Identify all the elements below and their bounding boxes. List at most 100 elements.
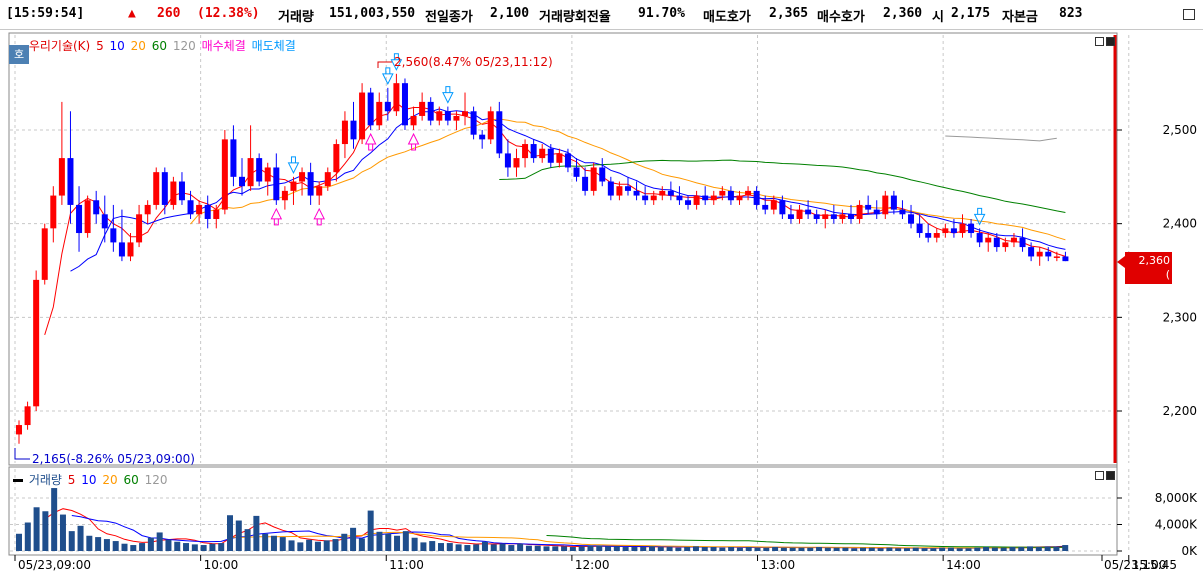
legend-vol-ma5[interactable]: 5 — [67, 473, 76, 487]
candle-body — [307, 172, 314, 196]
volume-bar — [974, 547, 981, 551]
candle-body — [573, 167, 580, 177]
legend-ma120[interactable]: 120 — [172, 39, 196, 53]
volume-bar — [736, 547, 743, 551]
volume-bar — [508, 545, 515, 551]
legend-sell-exec[interactable]: 매도체결 — [251, 39, 296, 53]
candlestick-series — [16, 53, 1069, 444]
candle-body — [908, 214, 915, 224]
volume-bar — [1027, 546, 1034, 551]
candle-body — [522, 144, 529, 159]
volume-bar — [16, 533, 22, 551]
volume-bar — [279, 537, 286, 551]
volume-bar — [657, 547, 664, 551]
restore-window-button[interactable] — [1183, 9, 1195, 20]
volume-bar — [921, 548, 928, 551]
legend-buy-exec[interactable]: 매수체결 — [201, 39, 246, 53]
candle-body — [487, 111, 494, 140]
candle-body — [685, 200, 692, 205]
volume-bar — [833, 547, 840, 551]
candle-body — [230, 139, 237, 177]
price-chart[interactable]: 05/23,09:00 10:00 11:00 12:00 13:00 14:00 15:0… — [0, 30, 1203, 572]
change-value: 260 — [157, 6, 181, 21]
legend-ma5[interactable]: 5 — [96, 39, 104, 53]
candle-body — [281, 190, 288, 201]
open-label: 시 — [932, 10, 944, 25]
legend-vol-ma120[interactable]: 120 — [144, 473, 168, 487]
candle-body — [462, 111, 469, 116]
price-panel-close-button[interactable] — [1106, 37, 1115, 46]
volume-bar — [763, 547, 770, 551]
volume-bar — [183, 543, 190, 551]
volume-bar — [578, 546, 585, 551]
legend-ma20[interactable]: 20 — [130, 39, 146, 53]
volume-bar — [244, 529, 251, 551]
x-tick-label: 10:00 — [204, 558, 239, 572]
candle-body — [419, 101, 426, 116]
y-tick-label: 2,400 — [1163, 217, 1197, 231]
volume-bar — [649, 546, 655, 551]
candle-body — [376, 101, 383, 126]
x-tick-label: 05/23,09:00 — [18, 558, 91, 572]
volume-bar — [253, 515, 260, 551]
candle-body — [127, 242, 134, 257]
volume-panel-close-button[interactable] — [1106, 471, 1115, 480]
ma20-line — [190, 118, 1066, 241]
x-tick-label: 13:00 — [761, 558, 796, 572]
volume-bar — [719, 547, 726, 551]
candle-body — [93, 200, 100, 215]
candle-body — [444, 111, 451, 121]
volume-bar — [481, 541, 488, 551]
turnover-value: 91.70% — [638, 6, 685, 21]
legend-ma10[interactable]: 10 — [109, 39, 125, 53]
candle-body — [256, 158, 263, 182]
ho-button[interactable]: 호 — [9, 45, 29, 64]
volume-bar — [200, 545, 207, 551]
legend-vol-ma20[interactable]: 20 — [102, 473, 118, 487]
volume-tick-label: 4,000K — [1155, 518, 1198, 532]
candle-body — [504, 153, 511, 168]
candle-body — [118, 242, 125, 257]
candle-body — [547, 148, 554, 163]
candle-body — [161, 172, 168, 205]
volume-bar — [376, 531, 383, 551]
volume-bar — [710, 547, 717, 551]
candle-body — [873, 209, 880, 215]
candle-body — [762, 204, 769, 210]
candle-body — [24, 406, 31, 426]
volume-bar — [165, 539, 172, 551]
legend-volume-name[interactable]: 거래량 — [28, 473, 62, 487]
candle-body — [453, 115, 460, 121]
legend-vol-ma60[interactable]: 60 — [123, 473, 139, 487]
volume-panel-minimize-button[interactable] — [1095, 471, 1104, 480]
volume-bar — [59, 514, 66, 551]
candle-body — [436, 111, 443, 121]
candle-body — [1062, 256, 1069, 262]
candle-body — [822, 214, 829, 219]
candle-body — [564, 153, 571, 168]
candle-body — [882, 195, 889, 215]
candle-body — [401, 83, 408, 126]
candle-body — [33, 279, 40, 407]
candle-body — [805, 209, 812, 215]
volume-bar — [95, 537, 102, 551]
low-annotation: 2,165(-8.26% 05/23,09:00) — [32, 452, 195, 466]
price-panel-minimize-button[interactable] — [1095, 37, 1104, 46]
candle-body — [959, 223, 966, 234]
legend-ma60[interactable]: 60 — [151, 39, 168, 53]
candle-body — [985, 237, 992, 243]
volume-bar — [68, 531, 75, 551]
legend-vol-ma10[interactable]: 10 — [81, 473, 97, 487]
volume-bar — [666, 547, 673, 551]
volume-bar — [877, 548, 884, 551]
volume-bar — [130, 545, 137, 551]
current-price: 2,360 — [1138, 254, 1171, 267]
candle-body — [273, 167, 280, 201]
candle-body — [770, 200, 777, 210]
volume-bar — [965, 548, 972, 551]
volume-tick-label: 0K — [1181, 544, 1198, 558]
legend-stock-name[interactable]: 우리기술(K) — [28, 39, 91, 53]
volume-bar — [121, 543, 128, 551]
volume-bar — [587, 545, 594, 551]
candle-body — [290, 181, 297, 191]
